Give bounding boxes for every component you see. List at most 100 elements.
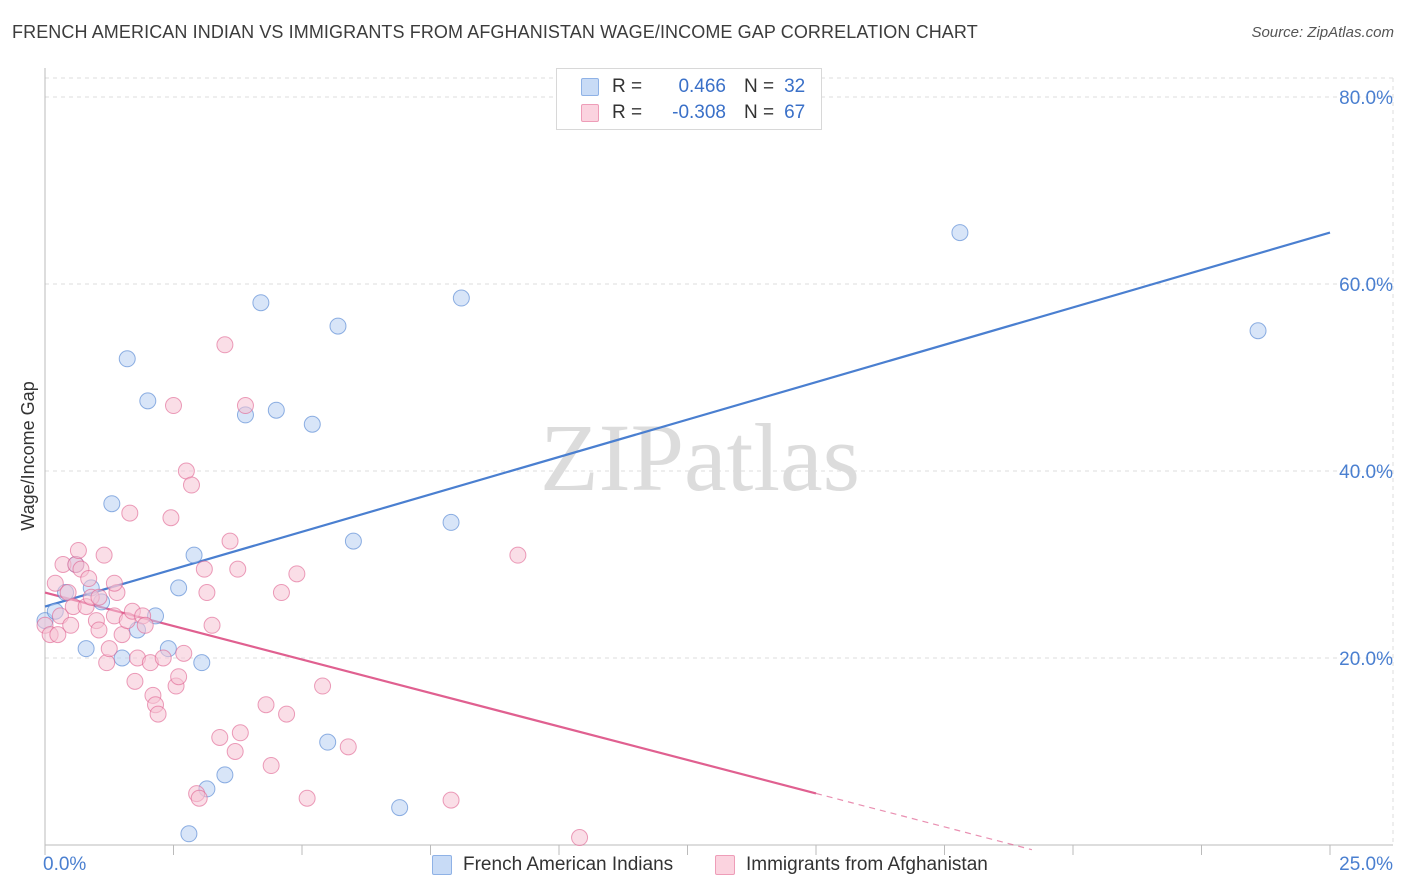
data-points	[36, 224, 1267, 847]
chart-source: Source: ZipAtlas.com	[1251, 24, 1394, 41]
point-immigrants-from-afghanistan	[98, 654, 116, 672]
point-immigrants-from-afghanistan	[154, 649, 172, 667]
trendline-french-american-indians	[44, 231, 1331, 608]
point-french-american-indians	[180, 825, 198, 843]
point-french-american-indians	[452, 289, 470, 307]
point-french-american-indians	[319, 733, 337, 751]
point-french-american-indians	[303, 415, 321, 433]
point-immigrants-from-afghanistan	[211, 728, 229, 746]
watermark-text: ZIPatlas	[540, 404, 860, 511]
point-french-american-indians	[118, 350, 136, 368]
point-french-american-indians	[252, 294, 270, 312]
point-immigrants-from-afghanistan	[126, 672, 144, 690]
point-immigrants-from-afghanistan	[216, 336, 234, 354]
point-french-american-indians	[77, 640, 95, 658]
correlation-legend: R = 0.466 N = 32 R = -0.308 N = 67	[556, 68, 822, 130]
point-immigrants-from-afghanistan	[278, 705, 296, 723]
point-immigrants-from-afghanistan	[62, 616, 80, 634]
point-immigrants-from-afghanistan	[272, 584, 290, 602]
point-immigrants-from-afghanistan	[571, 829, 589, 847]
point-immigrants-from-afghanistan	[49, 626, 67, 644]
point-immigrants-from-afghanistan	[95, 546, 113, 564]
point-immigrants-from-afghanistan	[288, 565, 306, 583]
point-immigrants-from-afghanistan	[80, 570, 98, 588]
x-tick-labels: 0.0% 25.0%	[43, 854, 1393, 875]
legend-swatch-blue	[581, 78, 599, 96]
point-immigrants-from-afghanistan	[100, 640, 118, 658]
legend-n-value: 32	[784, 76, 806, 97]
point-immigrants-from-afghanistan	[442, 791, 460, 809]
point-immigrants-from-afghanistan	[203, 616, 221, 634]
point-immigrants-from-afghanistan	[257, 696, 275, 714]
trendlines	[44, 231, 1331, 851]
axes	[44, 68, 1393, 855]
point-immigrants-from-afghanistan	[195, 560, 213, 578]
point-immigrants-from-afghanistan	[90, 588, 108, 606]
series-legend-french-american-indians: French American Indians	[432, 852, 673, 878]
point-french-american-indians	[329, 317, 347, 335]
y-tick-label: 60.0%	[1339, 275, 1393, 296]
x-tick-label: 25.0%	[1339, 854, 1393, 875]
legend-r-label: R =	[612, 102, 643, 123]
legend-swatch-pink	[581, 104, 599, 122]
legend-row-immigrants-from-afghanistan: R = -0.308 N = 67	[581, 101, 805, 125]
point-immigrants-from-afghanistan	[190, 789, 208, 807]
point-immigrants-from-afghanistan	[229, 560, 247, 578]
point-immigrants-from-afghanistan	[221, 532, 239, 550]
legend-row-french-american-indians: R = 0.466 N = 32	[581, 75, 805, 99]
x-tick-label: 0.0%	[43, 854, 86, 875]
y-tick-label: 80.0%	[1339, 88, 1393, 109]
trendline-immigrants-from-afghanistan-extension	[815, 792, 1033, 851]
point-immigrants-from-afghanistan	[231, 724, 249, 742]
point-immigrants-from-afghanistan	[226, 743, 244, 760]
y-tick-label: 20.0%	[1339, 649, 1393, 670]
point-immigrants-from-afghanistan	[165, 397, 182, 415]
point-french-american-indians	[391, 799, 409, 817]
point-immigrants-from-afghanistan	[105, 574, 123, 592]
point-french-american-indians	[267, 401, 285, 419]
point-immigrants-from-afghanistan	[149, 705, 167, 723]
series-legend-immigrants-from-afghanistan: Immigrants from Afghanistan	[715, 852, 988, 878]
series-swatch-blue	[432, 855, 452, 875]
point-immigrants-from-afghanistan	[182, 476, 200, 494]
point-french-american-indians	[216, 766, 234, 784]
point-french-american-indians	[344, 532, 362, 550]
point-french-american-indians	[442, 513, 460, 531]
point-immigrants-from-afghanistan	[262, 757, 280, 775]
point-immigrants-from-afghanistan	[136, 616, 154, 634]
y-axis-label: Wage/Income Gap	[18, 381, 38, 530]
point-french-american-indians	[1249, 322, 1267, 340]
point-immigrants-from-afghanistan	[236, 397, 254, 415]
point-immigrants-from-afghanistan	[121, 504, 139, 522]
legend-n-label: N =	[744, 102, 775, 123]
chart-title: FRENCH AMERICAN INDIAN VS IMMIGRANTS FRO…	[12, 22, 978, 42]
point-immigrants-from-afghanistan	[175, 644, 193, 662]
point-immigrants-from-afghanistan	[198, 584, 216, 602]
point-french-american-indians	[193, 654, 211, 672]
trendline-immigrants-from-afghanistan	[44, 591, 817, 795]
point-immigrants-from-afghanistan	[509, 546, 527, 564]
y-tick-label: 40.0%	[1339, 462, 1393, 483]
legend-n-label: N =	[744, 76, 775, 97]
point-immigrants-from-afghanistan	[170, 668, 188, 686]
point-immigrants-from-afghanistan	[46, 574, 64, 592]
point-immigrants-from-afghanistan	[314, 677, 332, 695]
legend-r-value: -0.308	[672, 102, 726, 123]
series-swatch-pink	[715, 855, 735, 875]
point-immigrants-from-afghanistan	[298, 789, 316, 807]
point-french-american-indians	[185, 546, 203, 564]
legend-n-value: 67	[784, 102, 806, 123]
point-immigrants-from-afghanistan	[339, 738, 357, 756]
point-french-american-indians	[103, 495, 121, 513]
legend-r-value: 0.466	[678, 76, 726, 97]
point-french-american-indians	[951, 224, 969, 242]
y-tick-labels: 20.0% 40.0% 60.0% 80.0%	[1339, 88, 1393, 670]
point-immigrants-from-afghanistan	[90, 621, 108, 639]
point-french-american-indians	[139, 392, 157, 410]
point-immigrants-from-afghanistan	[162, 509, 180, 527]
point-immigrants-from-afghanistan	[69, 541, 87, 559]
series-label: Immigrants from Afghanistan	[746, 854, 988, 875]
watermark: ZIPatlas	[540, 404, 860, 511]
series-label: French American Indians	[463, 854, 674, 875]
